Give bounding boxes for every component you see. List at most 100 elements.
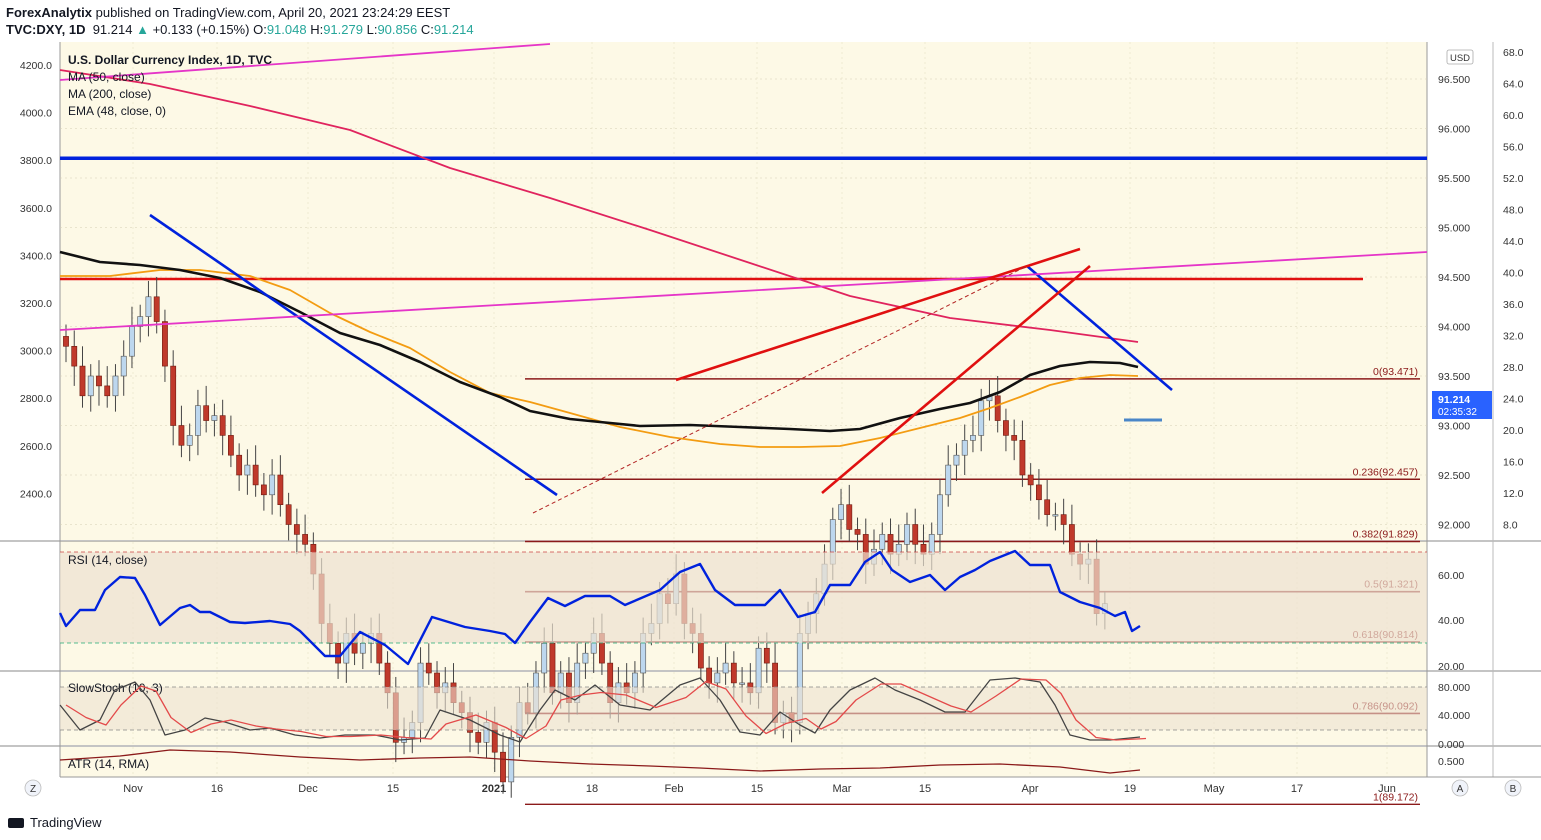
- ema48-legend: EMA (48, close, 0): [68, 104, 166, 118]
- price-tick-label: 93.500: [1438, 371, 1470, 383]
- candle-up: [186, 435, 193, 446]
- candle-up: [211, 415, 218, 421]
- right-axis-tick-label: 48.0: [1503, 205, 1524, 217]
- open-label: O:: [253, 22, 267, 37]
- candle-down: [79, 365, 86, 397]
- candle-up: [937, 494, 943, 535]
- last-price-countdown: 02:35:32: [1438, 407, 1477, 418]
- candle-down: [170, 365, 177, 426]
- time-tick-label: 2021: [482, 783, 506, 795]
- left-axis-tick-label: 2600.0: [20, 441, 52, 453]
- candle-down: [71, 345, 78, 367]
- right-axis-tick-label: 40.0: [1503, 268, 1524, 280]
- ohlc-line: TVC:DXY, 1D 91.214 ▲ +0.133 (+0.15%) O: 9…: [6, 22, 474, 37]
- candle-up: [87, 375, 94, 397]
- last-price-tag: [1432, 391, 1492, 419]
- close-value: 91.214: [433, 22, 474, 37]
- candle-up: [145, 296, 152, 317]
- red-wedge-lower: [821, 265, 1091, 494]
- rsi-band: [60, 552, 1427, 643]
- publish-line: ForexAnalytix published on TradingView.c…: [6, 5, 450, 20]
- stoch-legend: SlowStoch (10, 3): [68, 681, 163, 695]
- left-axis-tick-label: 2800.0: [20, 393, 52, 405]
- candle-down: [475, 732, 482, 743]
- fib-level-label: 0(93.471): [1373, 366, 1418, 378]
- chart-canvas[interactable]: 96.500 96.000 95.500 95.000 94.500 94.000 93.5…: [0, 0, 1541, 805]
- candle-up: [195, 405, 201, 436]
- time-tick-label: Jun: [1378, 783, 1396, 795]
- ma50-legend: MA (50, close): [68, 70, 145, 84]
- low-value: 90.856: [377, 22, 418, 37]
- fib-level-label: 1(89.172): [1373, 791, 1418, 803]
- left-axis-tick-label: 3400.0: [20, 250, 52, 262]
- candle-down: [96, 375, 102, 387]
- price-tick-label: 95.000: [1438, 223, 1470, 235]
- currency-badge[interactable]: [1446, 49, 1474, 65]
- candle-down: [219, 415, 226, 436]
- candle-down: [846, 504, 853, 530]
- candle-down: [730, 662, 737, 684]
- candle-down: [1019, 440, 1026, 476]
- time-axis-strip: [0, 777, 1541, 805]
- candle-down: [1060, 514, 1067, 525]
- candle-down: [500, 751, 506, 783]
- time-tick-label: Mar: [833, 783, 852, 795]
- left-axis-tick-label: 3200.0: [20, 298, 52, 310]
- price-change: +0.133 (+0.15%): [152, 22, 250, 37]
- candle-down: [178, 425, 185, 446]
- candle-up: [879, 534, 886, 550]
- left-axis-tick-label: 3600.0: [20, 203, 52, 215]
- candle-up: [112, 375, 119, 397]
- stoch-tick-label: 40.000: [1438, 710, 1470, 722]
- right-axis-tick-label: 12.0: [1503, 488, 1524, 500]
- candle-down: [104, 385, 111, 397]
- time-tick-label: Feb: [665, 783, 684, 795]
- high-value: 91.279: [323, 22, 363, 37]
- price-tick-label: 92.000: [1438, 520, 1470, 532]
- right-axis-tick-label: 68.0: [1503, 47, 1524, 59]
- symbol-label: TVC:DXY, 1D: [6, 22, 86, 37]
- right-axis-tick-label: 24.0: [1503, 394, 1524, 406]
- right-axis-tick-label: 32.0: [1503, 331, 1524, 343]
- log-scale-button[interactable]: [1504, 779, 1522, 797]
- right-axis-tick-label: 36.0: [1503, 299, 1524, 311]
- candle-up: [970, 435, 976, 441]
- candle-down: [854, 529, 861, 535]
- footer: TradingView: [0, 805, 1541, 840]
- auto-scale-button[interactable]: [1451, 779, 1469, 797]
- price-tick-label: 92.500: [1438, 470, 1470, 482]
- chart-header: ForexAnalytix published on TradingView.c…: [0, 0, 1541, 42]
- price-tick-label: 96.500: [1438, 74, 1470, 86]
- price-tick-label: 96.000: [1438, 124, 1470, 136]
- ma50-line: [60, 269, 1139, 448]
- candle-down: [1044, 499, 1051, 515]
- candle-down: [228, 435, 234, 456]
- tradingview-logo[interactable]: TradingView: [8, 815, 102, 830]
- candle-down: [252, 464, 259, 486]
- candle-down: [277, 474, 284, 506]
- time-tick-label: 18: [586, 783, 598, 795]
- candle-up: [137, 316, 144, 327]
- candle-down: [549, 642, 556, 694]
- time-tick-label: 15: [919, 783, 931, 795]
- candle-down: [236, 454, 243, 476]
- stoch-tick-label: 80.000: [1438, 682, 1470, 694]
- time-tick-label: 17: [1291, 783, 1303, 795]
- close-label: C:: [420, 22, 434, 37]
- last-price: 91.214: [92, 22, 133, 37]
- rsi-legend: RSI (14, close): [68, 553, 147, 567]
- left-axis-tick-label: 3000.0: [20, 346, 52, 358]
- right-axis-tick-label: 56.0: [1503, 142, 1524, 154]
- time-tick-label: Nov: [123, 783, 143, 795]
- right-axis-tick-label: 60.0: [1503, 110, 1524, 122]
- red-wedge-upper: [675, 247, 1081, 382]
- zoom-button[interactable]: [24, 779, 42, 797]
- candle-up: [582, 652, 589, 664]
- time-tick-label: 15: [387, 783, 399, 795]
- candle-down: [285, 504, 292, 525]
- candle-down: [887, 534, 894, 555]
- rsi-line: [58, 549, 1141, 666]
- last-price-tag-value: 91.214: [1438, 394, 1470, 406]
- up-triangle-icon: ▲: [136, 22, 149, 37]
- stoch-tick-label: 0.000: [1438, 739, 1464, 751]
